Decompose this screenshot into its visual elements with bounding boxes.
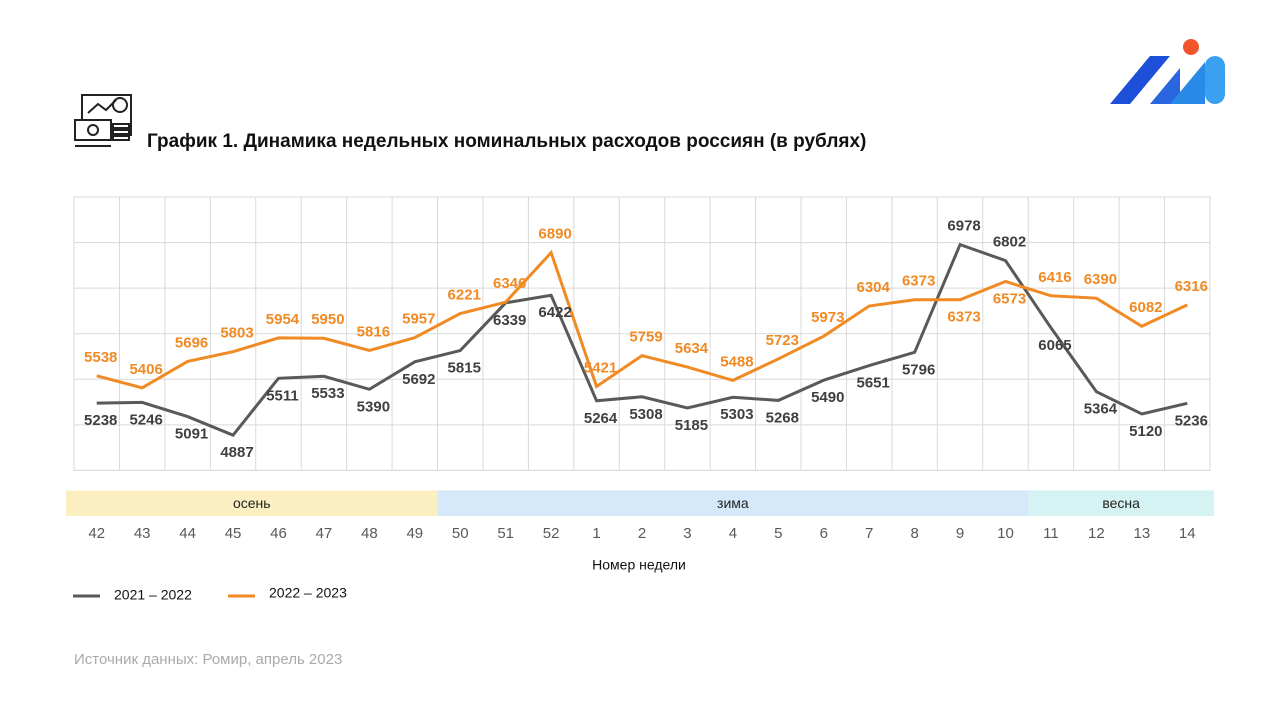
- data-label: 6316: [1175, 278, 1208, 295]
- logo: [1110, 39, 1225, 104]
- data-label: 5488: [720, 353, 753, 370]
- data-label: 5185: [675, 417, 708, 434]
- data-label: 6221: [448, 287, 481, 304]
- data-label: 5421: [584, 359, 617, 376]
- season-label: весна: [1102, 495, 1140, 511]
- x-tick-label: 52: [543, 525, 560, 542]
- data-label: 5651: [857, 374, 890, 391]
- source: Источник данных: Ромир, апрель 2023: [74, 651, 342, 668]
- x-tick-label: 9: [956, 525, 964, 542]
- data-label: 6373: [902, 273, 935, 290]
- data-label: 5973: [811, 309, 844, 326]
- x-tick-label: 3: [683, 525, 691, 542]
- line-series: [96, 249, 1188, 390]
- x-tick-label: 4: [729, 525, 737, 542]
- x-tick-label: 42: [88, 525, 105, 542]
- data-label: 5538: [84, 349, 117, 366]
- x-tick-label: 13: [1133, 525, 1150, 542]
- data-label: 5696: [175, 334, 208, 351]
- x-tick-label: 12: [1088, 525, 1105, 542]
- x-tick-label: 51: [497, 525, 514, 542]
- x-tick-label: 5: [774, 525, 782, 542]
- season-band: [66, 490, 438, 516]
- chart-title: График 1. Динамика недельных номинальных…: [147, 131, 866, 152]
- data-label: 5511: [266, 387, 299, 404]
- season-label: осень: [233, 495, 271, 511]
- legend-label: 2021 – 2022: [114, 587, 192, 603]
- data-label: 5950: [311, 311, 344, 328]
- title-icon: [74, 94, 132, 147]
- data-label: 6346: [493, 275, 526, 292]
- x-tick-label: 45: [225, 525, 242, 542]
- legend-label: 2022 – 2023: [269, 585, 347, 601]
- data-label: 6422: [538, 304, 571, 321]
- data-label: 5364: [1084, 401, 1118, 418]
- x-tick-label: 6: [820, 525, 828, 542]
- data-label: 6890: [538, 226, 571, 243]
- x-tick-label: 2: [638, 525, 646, 542]
- season-label: зима: [717, 495, 749, 511]
- data-label: 5816: [357, 323, 390, 340]
- x-tick-label: 46: [270, 525, 287, 542]
- x-tick-label: 43: [134, 525, 151, 542]
- x-tick-label: 49: [406, 525, 423, 542]
- x-tick-label: 1: [592, 525, 600, 542]
- data-label: 6802: [993, 234, 1026, 251]
- data-label: 6573: [993, 290, 1026, 307]
- data-label: 5091: [175, 426, 208, 443]
- data-label: 5238: [84, 412, 117, 429]
- data-label: 5634: [675, 340, 709, 357]
- x-tick-label: 50: [452, 525, 469, 542]
- x-tick-label: 11: [1043, 525, 1059, 542]
- data-label: 5308: [629, 406, 662, 423]
- data-label: 5490: [811, 389, 844, 406]
- x-tick-label: 44: [179, 525, 196, 542]
- x-tick-label: 47: [316, 525, 333, 542]
- data-label: 6082: [1129, 299, 1162, 316]
- x-axis-title: Номер недели: [592, 557, 686, 573]
- data-label: 5236: [1175, 412, 1208, 429]
- data-label: 5268: [766, 409, 799, 426]
- data-label: 5406: [129, 361, 162, 378]
- data-label: 6304: [857, 279, 891, 296]
- data-label: 5120: [1129, 423, 1162, 440]
- data-label: 5796: [902, 361, 935, 378]
- data-label: 5246: [129, 411, 162, 428]
- line-series: [96, 242, 1188, 437]
- data-label: 5957: [402, 311, 435, 328]
- data-label: 5533: [311, 385, 344, 402]
- data-label: 5723: [766, 332, 799, 349]
- x-tick-label: 14: [1179, 525, 1196, 542]
- data-label: 5303: [720, 406, 753, 423]
- season-band: [437, 490, 1029, 516]
- season-band: [1028, 490, 1214, 516]
- data-label: 6416: [1038, 269, 1071, 286]
- data-label: 5815: [448, 360, 481, 377]
- data-label: 5692: [402, 371, 435, 388]
- data-label: 6065: [1038, 337, 1071, 354]
- x-tick-label: 7: [865, 525, 873, 542]
- x-tick-label: 8: [910, 525, 918, 542]
- data-label: 5759: [629, 329, 662, 346]
- x-tick-label: 48: [361, 525, 378, 542]
- x-tick-label: 10: [997, 525, 1014, 542]
- data-label: 6339: [493, 312, 526, 329]
- data-label: 5803: [220, 325, 253, 342]
- data-label: 5954: [266, 311, 300, 328]
- data-label: 6978: [947, 218, 980, 235]
- data-label: 5390: [357, 398, 390, 415]
- data-label: 6390: [1084, 271, 1117, 288]
- data-label: 5264: [584, 410, 618, 427]
- data-label: 6373: [947, 309, 980, 326]
- data-label: 4887: [220, 444, 253, 461]
